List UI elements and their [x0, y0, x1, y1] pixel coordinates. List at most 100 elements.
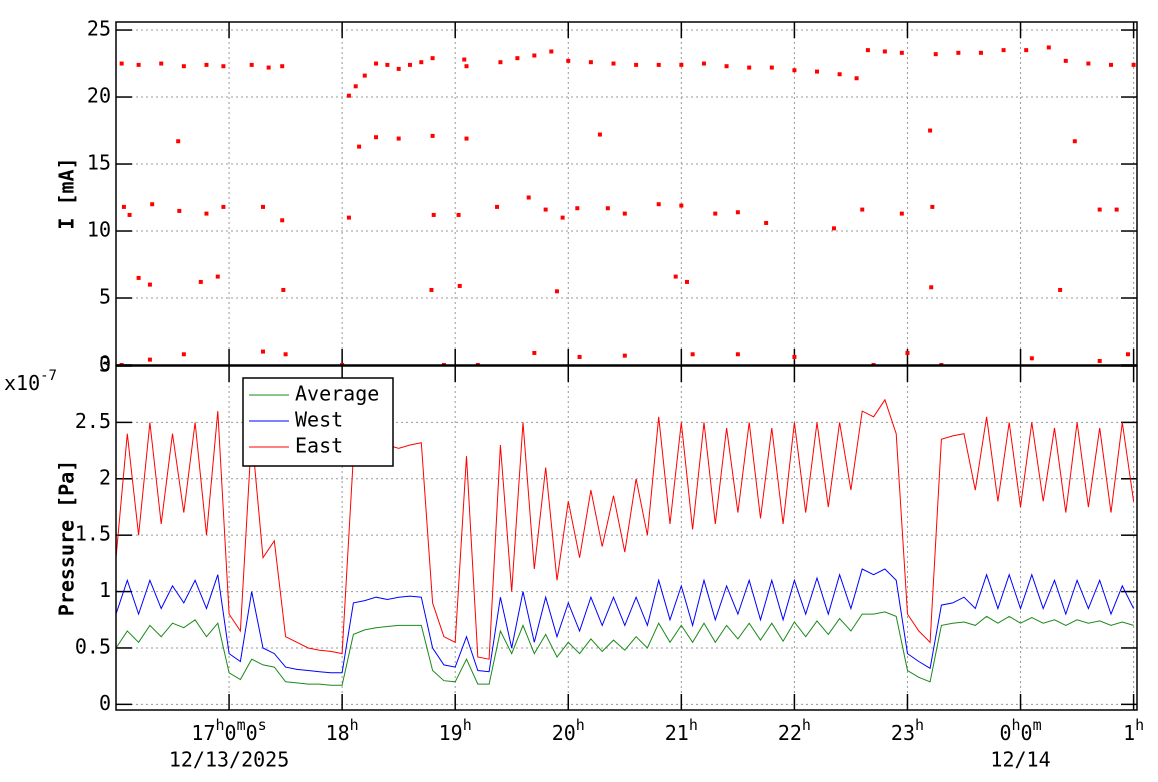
point [526, 195, 531, 200]
x-tick-label: 23h [891, 716, 924, 745]
point [611, 61, 616, 66]
point [283, 352, 288, 357]
point [1097, 207, 1102, 212]
point [419, 60, 424, 65]
point [515, 56, 520, 61]
point [532, 53, 537, 58]
point [764, 220, 769, 225]
point [554, 289, 559, 294]
point [396, 66, 401, 71]
point [860, 207, 865, 212]
point [221, 204, 226, 209]
point [837, 72, 842, 77]
point [1001, 48, 1006, 53]
y-tick-label: 2 [99, 465, 111, 489]
point [498, 60, 503, 65]
point [198, 279, 203, 284]
point [831, 226, 836, 231]
point [930, 204, 935, 209]
y-tick-label: 20 [87, 84, 111, 108]
point [457, 283, 462, 288]
point [346, 215, 351, 220]
point [690, 352, 695, 357]
point [735, 210, 740, 215]
x-date-label: 12/14 [990, 748, 1050, 772]
point [854, 76, 859, 81]
point [1072, 139, 1077, 144]
point [956, 50, 961, 55]
legend-label: East [295, 434, 343, 458]
point [792, 354, 797, 359]
point [340, 363, 345, 365]
x-tick-label: 18h [326, 716, 359, 745]
point [1131, 62, 1136, 67]
x-tick-label: 0h0m [999, 716, 1041, 745]
point [385, 62, 390, 67]
x-tick-label: 1h [1123, 716, 1144, 745]
point [346, 93, 351, 98]
plot-area [116, 398, 1135, 686]
point [159, 61, 164, 66]
legend-label: Average [295, 382, 379, 406]
point [1058, 287, 1063, 292]
point [119, 61, 124, 66]
point [792, 68, 797, 73]
point [1097, 358, 1102, 363]
point [673, 274, 678, 279]
point [905, 350, 910, 355]
y-tick-label: 2.5 [75, 409, 111, 433]
point [605, 206, 610, 211]
point [656, 202, 661, 207]
point [407, 62, 412, 67]
point [679, 203, 684, 208]
point [119, 363, 124, 365]
point [1086, 61, 1091, 66]
point [597, 132, 602, 137]
legend-label: West [295, 408, 343, 432]
point [566, 58, 571, 63]
point [136, 275, 141, 280]
axis-multiplier: x10-7 [4, 368, 57, 395]
y-tick-label: 10 [87, 218, 111, 242]
point [181, 64, 186, 69]
y-tick-label: 0 [99, 691, 111, 715]
point [899, 50, 904, 55]
point [577, 354, 582, 359]
point [543, 207, 548, 212]
y-tick-label: 25 [87, 17, 111, 41]
point [464, 136, 469, 141]
point [176, 139, 181, 144]
point [215, 274, 220, 279]
point [181, 352, 186, 357]
point [281, 287, 286, 292]
point [929, 285, 934, 290]
point [430, 133, 435, 138]
series-line [116, 611, 1134, 686]
y-axis-title: I [mA] [55, 157, 79, 229]
panel: 0 0.5 1 1.5 2 2.5 3 17h0m0s 18h 19h 20h 21h 22h 23h 0h… [4, 353, 1144, 772]
point [221, 64, 226, 69]
y-tick-label: 5 [99, 285, 111, 309]
y-tick-label: 15 [87, 151, 111, 175]
point [724, 64, 729, 69]
point [204, 211, 209, 216]
point [622, 353, 627, 358]
point [865, 48, 870, 53]
point [177, 208, 182, 213]
x-tick-label: 20h [552, 716, 585, 745]
point [260, 349, 265, 354]
point [462, 57, 467, 62]
point [588, 60, 593, 65]
x-tick-label: 22h [778, 716, 811, 745]
point [362, 73, 367, 78]
point [374, 61, 379, 66]
point [769, 65, 774, 70]
point [735, 352, 740, 357]
point [656, 62, 661, 67]
point [374, 135, 379, 140]
point [495, 204, 500, 209]
point [933, 52, 938, 57]
